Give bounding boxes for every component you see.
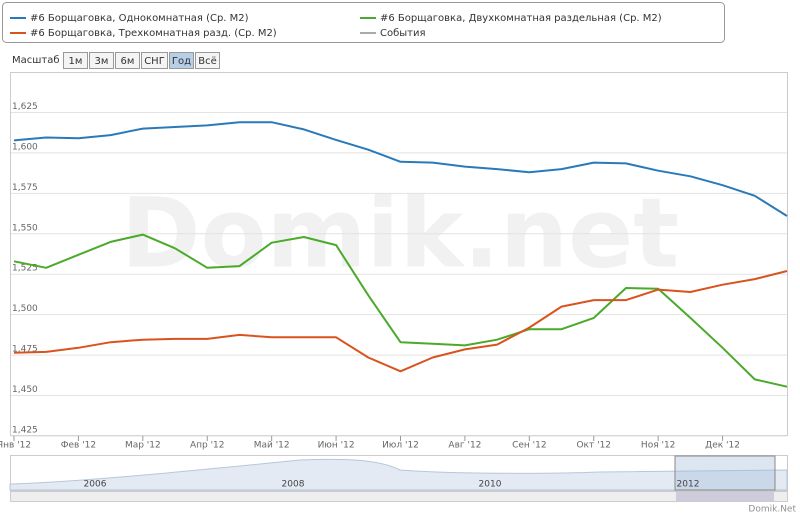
range-button-label[interactable]: 6м bbox=[121, 56, 135, 67]
series-line bbox=[13, 121, 788, 217]
legend-label[interactable]: #6 Борщаговка, Двухкомнатная раздельная … bbox=[380, 13, 662, 24]
y-tick-label: 1,600 bbox=[12, 142, 38, 152]
y-tick-label: 1,500 bbox=[12, 304, 38, 314]
plot-area bbox=[10, 72, 788, 436]
navigator-label: 2006 bbox=[84, 480, 107, 490]
x-tick-label: Июн '12 bbox=[318, 441, 355, 451]
series-line bbox=[13, 270, 788, 373]
range-button-label[interactable]: 3м bbox=[95, 56, 109, 67]
navigator-series bbox=[9, 458, 788, 491]
range-button-label[interactable]: 1м bbox=[69, 56, 83, 67]
navigator-window[interactable] bbox=[674, 455, 776, 491]
x-tick-label: Окт '12 bbox=[576, 441, 611, 451]
range-button[interactable] bbox=[89, 52, 114, 69]
navigator-label: 2008 bbox=[282, 480, 305, 490]
y-tick-label: 1,625 bbox=[12, 102, 38, 112]
scrollbar-thumb[interactable] bbox=[676, 492, 774, 501]
range-button[interactable] bbox=[115, 52, 140, 69]
range-button-label[interactable]: СНГ bbox=[144, 56, 165, 67]
x-tick-label: Май '12 bbox=[254, 441, 290, 451]
x-tick-label: Апр '12 bbox=[190, 441, 225, 451]
y-tick-label: 1,525 bbox=[12, 264, 38, 274]
y-tick-label: 1,575 bbox=[12, 183, 38, 193]
range-button[interactable] bbox=[195, 52, 220, 69]
range-button-label[interactable]: Всё bbox=[198, 56, 217, 67]
range-button[interactable] bbox=[169, 52, 194, 69]
x-tick-label: Дек '12 bbox=[705, 441, 740, 451]
x-tick-label: Авг '12 bbox=[448, 441, 481, 451]
y-tick-label: 1,425 bbox=[12, 426, 38, 436]
x-tick-label: Ноя '12 bbox=[641, 441, 675, 451]
y-tick-label: 1,450 bbox=[12, 385, 38, 395]
credit: Domik.Net bbox=[748, 505, 796, 515]
range-label: Масштаб bbox=[12, 55, 60, 66]
legend-label[interactable]: #6 Борщаговка, Однокомнатная (Ср. М2) bbox=[30, 13, 249, 24]
legend-label[interactable]: #6 Борщаговка, Трехкомнатная разд. (Ср. … bbox=[30, 28, 277, 39]
range-button-label[interactable]: Год bbox=[172, 56, 191, 67]
range-button[interactable] bbox=[63, 52, 88, 69]
x-tick-label: Июл '12 bbox=[382, 441, 419, 451]
x-tick-label: Фев '12 bbox=[61, 441, 96, 451]
navigator-label: 2012 bbox=[677, 480, 700, 490]
x-tick-label: Мар '12 bbox=[125, 441, 161, 451]
navigator-label: 2010 bbox=[479, 480, 502, 490]
y-tick-label: 1,475 bbox=[12, 345, 38, 355]
scrollbar[interactable] bbox=[10, 491, 788, 502]
x-tick-label: Сен '12 bbox=[512, 441, 547, 451]
x-tick-label: Янв '12 bbox=[0, 441, 31, 451]
legend-label[interactable]: События bbox=[380, 28, 426, 39]
legend-box bbox=[2, 2, 725, 43]
y-tick-label: 1,550 bbox=[12, 223, 38, 233]
range-button[interactable] bbox=[141, 52, 168, 69]
